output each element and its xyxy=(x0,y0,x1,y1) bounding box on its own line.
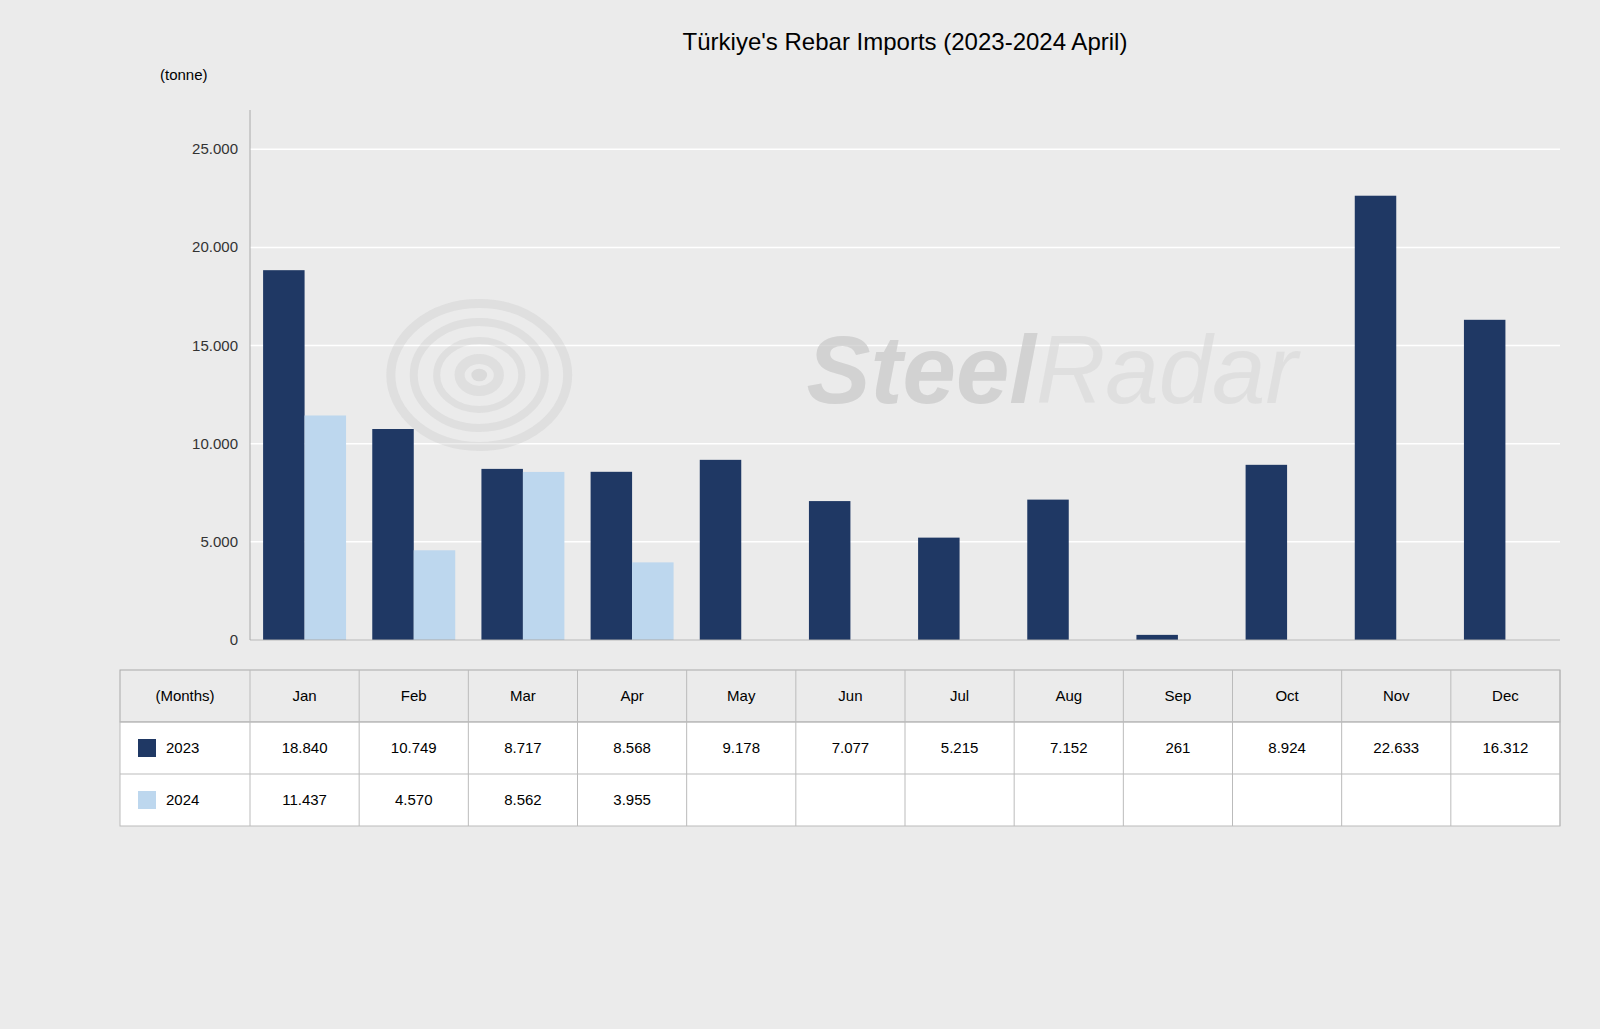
table-rule xyxy=(120,774,1560,775)
background xyxy=(0,0,1600,1029)
x-axis-label: (Months) xyxy=(155,687,214,704)
table-header xyxy=(120,670,1560,722)
bar xyxy=(305,415,346,640)
watermark: SteelRadar xyxy=(391,303,1302,446)
table-rule xyxy=(120,722,1560,723)
category-label: Apr xyxy=(620,687,643,704)
table-value: 18.840 xyxy=(282,739,328,756)
category-label: Nov xyxy=(1383,687,1410,704)
table-value: 5.215 xyxy=(941,739,979,756)
y-axis-label: (tonne) xyxy=(160,66,208,83)
y-tick-label: 5.000 xyxy=(200,533,238,550)
table-value: 11.437 xyxy=(282,791,327,808)
category-label: Aug xyxy=(1055,687,1082,704)
watermark-circle xyxy=(414,322,545,428)
title: Türkiye's Rebar Imports (2023-2024 April… xyxy=(683,28,1128,55)
bar xyxy=(1464,320,1505,640)
category-label: Dec xyxy=(1492,687,1519,704)
bar xyxy=(632,562,673,640)
table-rule xyxy=(1341,670,1342,826)
bar xyxy=(809,501,850,640)
bar xyxy=(523,472,564,640)
legend-swatch xyxy=(138,739,156,757)
watermark-text: Steel xyxy=(807,316,1039,423)
table-value: 8.717 xyxy=(504,739,542,756)
category-label: Feb xyxy=(401,687,427,704)
bar xyxy=(591,472,632,640)
table-value: 9.178 xyxy=(722,739,760,756)
x-axis-line xyxy=(250,640,1560,641)
watermark-circle xyxy=(437,341,522,410)
table-body xyxy=(120,722,1560,826)
table-rule xyxy=(1560,670,1561,826)
table-rule xyxy=(686,670,687,826)
y-tick-label: 10.000 xyxy=(192,435,238,452)
grid xyxy=(250,149,1560,640)
watermark-dot xyxy=(471,369,487,382)
y-axis-line xyxy=(250,110,251,640)
table-value: 16.312 xyxy=(1482,739,1528,756)
table-value: 7.152 xyxy=(1050,739,1088,756)
bar xyxy=(1355,196,1396,640)
bar xyxy=(481,469,522,640)
data-table: (Months) Jan Feb Mar Apr May Jun Jul Aug Sep Oct No… xyxy=(120,670,1560,826)
table-value: 7.077 xyxy=(832,739,870,756)
category-label: Jun xyxy=(838,687,862,704)
table-value: 3.955 xyxy=(613,791,651,808)
table-rule xyxy=(577,670,578,826)
chart: Türkiye's Rebar Imports (2023-2024 April… xyxy=(0,0,1600,1029)
table-value: 22.633 xyxy=(1373,739,1419,756)
table-rule xyxy=(1450,670,1451,826)
table-value: 8.924 xyxy=(1268,739,1306,756)
bar xyxy=(1027,500,1068,640)
category-label: Sep xyxy=(1165,687,1192,704)
bar xyxy=(414,550,455,640)
table-rule xyxy=(1014,670,1015,826)
table-rule xyxy=(1232,670,1233,826)
y-tick-label: 0 xyxy=(230,631,238,648)
bar xyxy=(1136,635,1177,640)
table-rule xyxy=(468,670,469,826)
table-value: 10.749 xyxy=(391,739,437,756)
category-label: May xyxy=(727,687,756,704)
bar xyxy=(372,429,413,640)
y-tick-label: 15.000 xyxy=(192,337,238,354)
legend-label: 2024 xyxy=(166,791,199,808)
category-label: Mar xyxy=(510,687,536,704)
y-tick-label: 25.000 xyxy=(192,140,238,157)
legend-label: 2023 xyxy=(166,739,199,756)
category-label: Oct xyxy=(1275,687,1299,704)
bar xyxy=(918,538,959,640)
watermark-circle xyxy=(460,359,499,391)
grid-line xyxy=(250,149,1560,151)
watermark-text: Radar xyxy=(1036,316,1302,423)
table-value: 8.568 xyxy=(613,739,651,756)
legend-swatch xyxy=(138,791,156,809)
category-label: Jan xyxy=(292,687,316,704)
bar xyxy=(700,460,741,640)
table-rule xyxy=(359,670,360,826)
table-rule xyxy=(250,670,251,826)
watermark-circle xyxy=(391,303,568,446)
table-rule xyxy=(795,670,796,826)
y-tick-label: 20.000 xyxy=(192,238,238,255)
category-label: Jul xyxy=(950,687,969,704)
table-rule xyxy=(905,670,906,826)
table-rule xyxy=(1123,670,1124,826)
bar xyxy=(1246,465,1287,640)
table-value: 261 xyxy=(1165,739,1190,756)
table-value: 4.570 xyxy=(395,791,433,808)
table-value: 8.562 xyxy=(504,791,542,808)
bars xyxy=(263,196,1505,640)
bar xyxy=(263,270,304,640)
